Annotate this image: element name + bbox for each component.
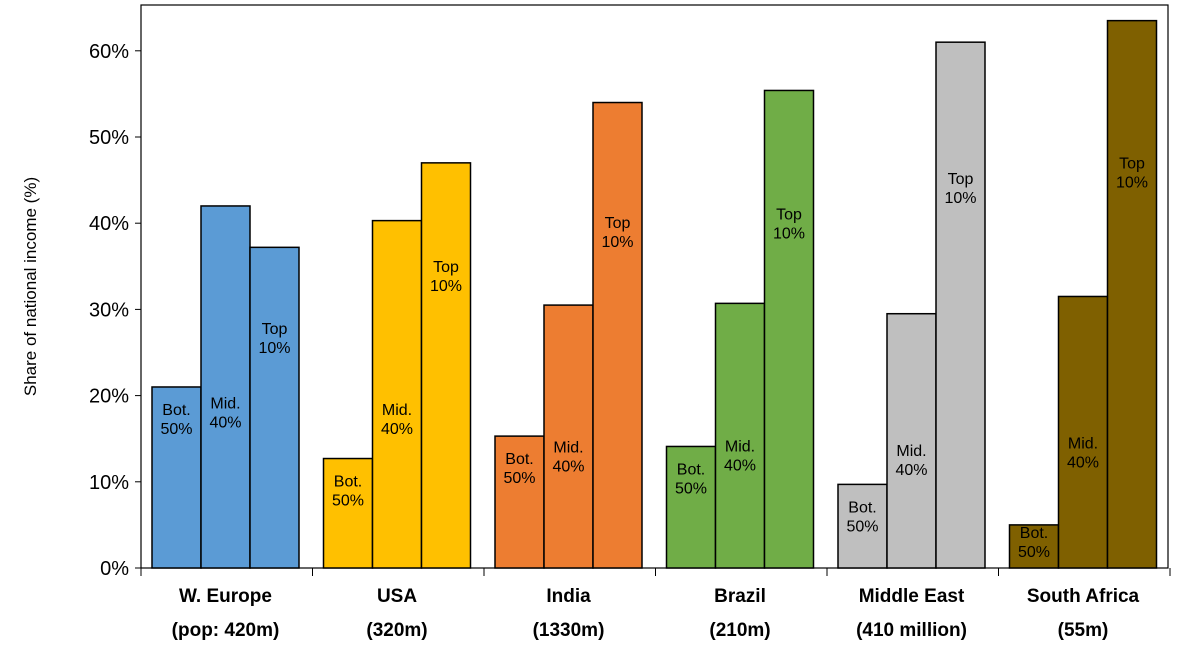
bar-label-share: 10% bbox=[944, 190, 976, 207]
bar-label-group: Mid. bbox=[382, 402, 412, 419]
bar-middle-40 bbox=[543, 304, 594, 569]
bar-label-share: 40% bbox=[381, 421, 413, 438]
y-tick-label: 40% bbox=[89, 213, 129, 235]
bar-label-share: 50% bbox=[675, 480, 707, 497]
bar-label-group: Top bbox=[262, 321, 288, 338]
bar-label-group: Mid. bbox=[210, 396, 240, 413]
bar-top-10 bbox=[1106, 19, 1158, 569]
y-tick-label: 20% bbox=[89, 386, 129, 408]
bar-middle-40 bbox=[1057, 295, 1109, 569]
bar-label-share: 10% bbox=[430, 278, 462, 295]
bar-label-share: 50% bbox=[503, 470, 535, 487]
bar-label-share: 40% bbox=[724, 458, 756, 475]
bar-label-group: Bot. bbox=[334, 474, 362, 491]
bar-top-10 bbox=[592, 101, 643, 569]
y-tick-label: 30% bbox=[89, 299, 129, 321]
bar-label-share: 10% bbox=[258, 340, 290, 357]
bar-label-share: 10% bbox=[1116, 174, 1148, 191]
x-category-population: (320m) bbox=[366, 620, 427, 641]
bar-bottom-50 bbox=[494, 435, 545, 569]
bar-middle-40 bbox=[886, 312, 937, 569]
bar-label-group: Top bbox=[1119, 155, 1145, 172]
bar-bottom-50 bbox=[837, 483, 888, 569]
bar-top-10 bbox=[249, 246, 300, 569]
x-category-label: Middle East bbox=[859, 586, 965, 607]
x-category-label: Brazil bbox=[714, 586, 766, 607]
bar-middle-40 bbox=[371, 219, 423, 569]
bar-label-group: Bot. bbox=[848, 499, 876, 516]
bar-top-10 bbox=[763, 89, 815, 569]
bar-label-group: Bot. bbox=[1020, 525, 1048, 542]
bar-label-group: Top bbox=[433, 259, 459, 276]
bar-bottom-50 bbox=[151, 386, 202, 569]
y-tick-label: 0% bbox=[100, 558, 129, 580]
bar-label-group: Mid. bbox=[725, 439, 755, 456]
bar-label-share: 50% bbox=[1018, 544, 1050, 561]
bar-label-group: Bot. bbox=[162, 402, 190, 419]
bar-label-share: 40% bbox=[209, 415, 241, 432]
x-category-population: (210m) bbox=[709, 620, 770, 641]
plot-frame bbox=[140, 4, 1169, 569]
bar-label-group: Mid. bbox=[1068, 436, 1098, 453]
x-category-population: (1330m) bbox=[533, 620, 605, 641]
x-category-population: (410 million) bbox=[856, 620, 967, 641]
bar-label-group: Bot. bbox=[505, 451, 533, 468]
bar-label-group: Top bbox=[776, 206, 802, 223]
x-category-label: India bbox=[546, 586, 591, 607]
bar-label-group: Top bbox=[605, 215, 631, 232]
bar-label-group: Mid. bbox=[553, 439, 583, 456]
bar-label-group: Mid. bbox=[896, 443, 926, 460]
bar-label-share: 50% bbox=[846, 518, 878, 535]
bar-label-share: 40% bbox=[552, 458, 584, 475]
y-tick-label: 10% bbox=[89, 472, 129, 494]
bar-label-group: Bot. bbox=[677, 461, 705, 478]
bar-label-share: 50% bbox=[160, 421, 192, 438]
x-category-population: (pop: 420m) bbox=[172, 620, 280, 641]
bar-middle-40 bbox=[714, 302, 766, 569]
y-axis-title: Share of national income (%) bbox=[21, 177, 40, 396]
bar-label-share: 40% bbox=[1067, 455, 1099, 472]
bar-middle-40 bbox=[200, 205, 251, 569]
bar-bottom-50 bbox=[665, 445, 717, 569]
bar-label-share: 10% bbox=[601, 234, 633, 251]
bar-label-share: 10% bbox=[773, 225, 805, 242]
x-category-label: USA bbox=[377, 586, 417, 607]
y-tick-label: 60% bbox=[89, 41, 129, 63]
x-category-label: South Africa bbox=[1027, 586, 1140, 607]
bar-top-10 bbox=[935, 41, 986, 569]
bar-bottom-50 bbox=[1008, 524, 1060, 569]
bar-label-share: 40% bbox=[895, 462, 927, 479]
x-category-label: W. Europe bbox=[179, 586, 272, 607]
bar-top-10 bbox=[420, 162, 472, 569]
y-tick-label: 50% bbox=[89, 127, 129, 149]
x-category-population: (55m) bbox=[1058, 620, 1109, 641]
bar-label-group: Top bbox=[948, 171, 974, 188]
bar-label-share: 50% bbox=[332, 493, 364, 510]
